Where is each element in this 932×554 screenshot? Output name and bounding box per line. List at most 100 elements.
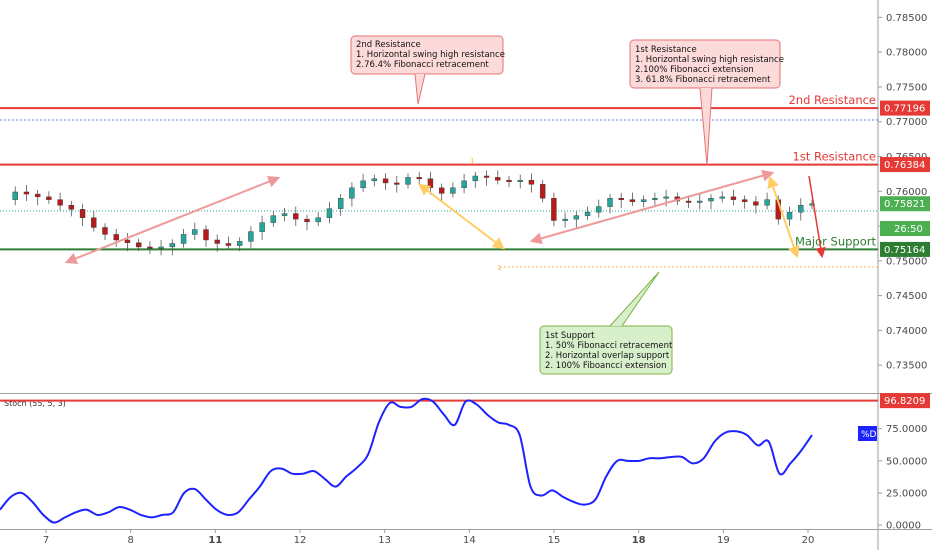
time-tick-label: 12 [294,535,307,546]
callout-1st-resistance-line-2: 2.100% Fibonacci extension [635,65,754,75]
candle-body [203,229,209,241]
candle-body [382,178,389,184]
candle-body [461,180,467,189]
level-price-value: 0.77196 [884,104,925,115]
candle-body [23,191,30,195]
candle-body [798,204,804,213]
candle-body [719,196,725,199]
candle-body [34,193,41,198]
time-tick-label: 14 [463,535,476,546]
callout-2nd-resistance[interactable]: 2nd Resistance 1. Horizontal swing high … [350,35,505,105]
candle-body [124,239,131,243]
callout-1st-support-line-3: 2. 100% Fiboancci extension [545,361,667,371]
candle-body [809,203,815,206]
stoch-level-value: 96.8209 [884,396,925,407]
stoch-series-badge[interactable]: %D [858,426,877,441]
stoch-level-badge [880,393,930,409]
time-tick-label: 8 [127,535,133,546]
time-tick-label: 15 [548,535,561,546]
level-price-badge [880,241,930,257]
stoch-pane[interactable] [0,394,878,529]
callout-1st-support-title: 1st Support [545,331,595,341]
level-price-value: 0.75164 [884,245,925,256]
candle-body [562,218,568,221]
price-tick-label: 0.77000 [886,117,927,128]
candle-body [57,199,63,206]
callout-1st-support-line-1: 1. 50% Fibonacci retracement [545,341,673,351]
callout-1st-resistance-title: 1st Resistance [635,45,697,55]
yellow-fib-arrow-left[interactable] [418,183,505,250]
candle-body [764,199,770,206]
callout-2nd-resistance-line-1: 1. Horizontal swing high resistance [356,50,505,60]
candle-body [472,175,479,182]
candle-body [640,199,647,202]
candle-body [214,239,220,244]
stoch-tick-label: 0.0000 [886,521,921,532]
countdown-timer: 26:50 [894,224,923,235]
callout-1st-resistance[interactable]: 1st Resistance 1. Horizontal swing high … [629,39,784,166]
price-tick-label: 0.74000 [886,326,927,337]
candle-body [517,179,523,182]
pink-trend-arrow-right[interactable] [529,169,775,245]
candle-body [618,198,624,200]
candle-body [539,184,546,199]
candle-body [438,187,445,194]
price-y-axis: 0.785000.780000.775000.770000.765000.760… [878,13,927,372]
callout-1st-resistance-line-1: 1. Horizontal swing high resistance [635,55,784,65]
candle-body [248,231,254,242]
stoch-d-line[interactable] [0,397,813,524]
candle-body [629,199,636,202]
candle-body [697,200,703,203]
price-tick-label: 0.75000 [886,256,927,267]
price-tick-label: 0.78000 [886,48,927,59]
current-price-badge[interactable]: 0.75821 26:50 [880,196,930,236]
time-tick-label: 7 [43,535,49,546]
candle-body [68,204,75,210]
price-tick-label: 0.73500 [886,361,927,372]
candle-body [259,222,265,232]
candle-body [551,198,557,221]
candle-body [270,215,277,223]
candle-body [169,243,176,248]
candle-body [158,246,164,249]
red-down-arrow[interactable] [808,175,826,259]
candle-body [528,179,535,185]
candle-body [192,229,198,235]
time-axis: 7 8 11 12 13 14 15 18 19 20 [43,529,815,546]
candle-body [304,218,310,223]
price-tick-label: 0.77500 [886,82,927,93]
level-price-badge [880,157,930,173]
candle-body [225,243,232,246]
fib-marker-lower: 1 [497,264,501,272]
stoch-y-axis: 75.0000 50.0000 25.0000 0.0000 [878,424,927,532]
candle-body [91,217,97,228]
candle-body [293,213,299,220]
candle-body [450,187,456,194]
candle-body [326,208,333,218]
candle-body [607,198,613,207]
time-tick-label: 19 [717,535,730,546]
callout-1st-support[interactable]: 1st Support 1. 50% Fibonacci retracement… [539,271,673,375]
callout-1st-resistance-line-3: 3. 61.8% Fibonacci retracement [635,75,771,85]
time-tick-label: 20 [802,535,815,546]
candle-body [753,201,759,206]
time-tick-label: 13 [378,535,391,546]
candle-body [46,196,52,200]
level-label: 1st Resistance [793,150,876,164]
candle-body [315,217,321,223]
price-tick-label: 0.76000 [886,187,927,198]
candle-body [102,227,108,235]
candle-body [371,178,378,182]
pink-trend-arrow-left[interactable] [64,175,281,265]
stoch-series-label: %D [861,430,877,440]
candle-body [79,209,86,218]
candle-body [506,179,512,182]
yellow-fib-arrow-right[interactable] [767,175,800,259]
price-tick-label: 0.74500 [886,291,927,302]
candle-body [652,198,658,200]
stoch-overbought-level[interactable]: 96.8209 [0,393,930,409]
candle-body [730,196,737,200]
candle-body [405,177,411,185]
